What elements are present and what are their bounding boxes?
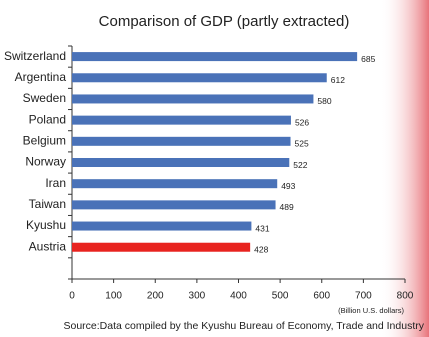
bar — [72, 136, 291, 146]
y-tick-label: Switzerland — [4, 49, 66, 63]
x-tick-label: 500 — [272, 291, 289, 302]
y-tick-label: Taiwan — [29, 197, 66, 211]
y-tick-label: Norway — [25, 155, 66, 169]
x-tick-label: 700 — [355, 291, 372, 302]
chart-title: Comparison of GDP (partly extracted) — [99, 13, 350, 30]
source-note: Source:Data compiled by the Kyushu Burea… — [63, 320, 424, 332]
x-tick-label: 600 — [313, 291, 330, 302]
bar — [72, 52, 358, 62]
bar — [72, 94, 314, 104]
value-label: 526 — [295, 117, 309, 127]
bar — [72, 115, 291, 125]
value-label: 489 — [280, 202, 294, 212]
bar — [72, 73, 327, 83]
value-label: 685 — [361, 54, 375, 64]
x-tick-label: 400 — [230, 291, 247, 302]
unit-label: (Billion U.S. dollars) — [338, 306, 404, 315]
y-tick-label: Austria — [29, 239, 67, 253]
x-tick-label: 100 — [105, 291, 122, 302]
value-label: 525 — [295, 139, 309, 149]
bar — [72, 179, 278, 189]
bar — [72, 242, 251, 252]
value-label: 612 — [331, 75, 345, 85]
y-tick-label: Iran — [45, 176, 66, 190]
value-label: 428 — [254, 244, 268, 254]
value-label: 580 — [317, 96, 331, 106]
x-tick-label: 800 — [397, 291, 414, 302]
side-gradient — [380, 0, 429, 337]
bar — [72, 221, 252, 231]
y-tick-label: Poland — [29, 112, 66, 126]
value-label: 522 — [293, 160, 307, 170]
value-label: 493 — [281, 181, 295, 191]
y-tick-label: Belgium — [23, 133, 66, 147]
bar — [72, 200, 276, 210]
x-tick-label: 0 — [69, 291, 75, 302]
y-tick-label: Sweden — [23, 91, 66, 105]
value-label: 431 — [255, 223, 269, 233]
x-tick-label: 200 — [147, 291, 164, 302]
y-tick-label: Argentina — [15, 70, 67, 84]
bar — [72, 158, 290, 167]
x-tick-label: 300 — [189, 291, 206, 302]
y-tick-label: Kyushu — [26, 218, 66, 232]
